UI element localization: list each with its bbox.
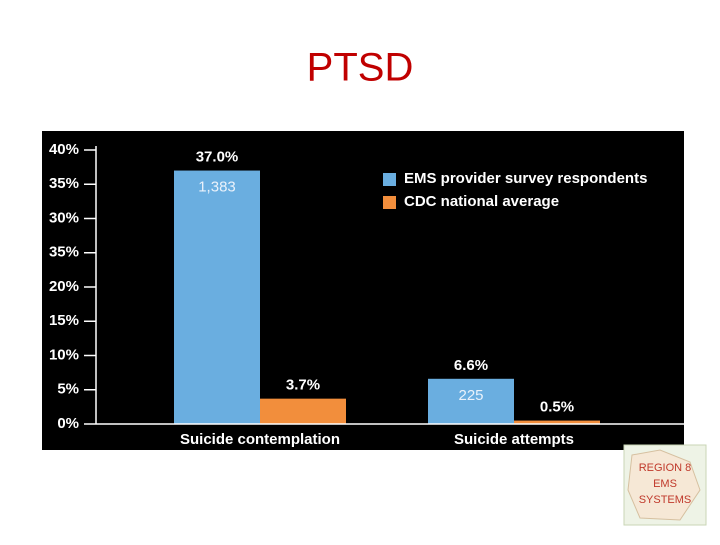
count-label: 1,383: [198, 179, 236, 196]
logo-text: EMS: [653, 478, 677, 490]
y-tick-label: 30%: [49, 209, 79, 226]
value-label: 6.6%: [454, 357, 488, 374]
bar: [260, 398, 346, 424]
bar: [174, 170, 260, 424]
legend-label: EMS provider survey respondents: [404, 170, 647, 187]
y-tick-label: 20%: [49, 278, 79, 295]
slide-title: PTSD: [307, 46, 414, 90]
logo-text: REGION 8: [639, 462, 692, 474]
bar: [514, 420, 600, 424]
chart-background: [42, 131, 684, 450]
legend-swatch: [383, 173, 396, 186]
bar: [428, 378, 514, 424]
y-tick-label: 40%: [49, 141, 79, 158]
value-label: 3.7%: [286, 377, 320, 394]
value-label: 0.5%: [540, 399, 574, 416]
y-tick-label: 35%: [49, 175, 79, 192]
logo-map: [627, 449, 701, 521]
value-label: 37.0%: [196, 149, 239, 166]
x-tick-label: Suicide contemplation: [180, 431, 340, 448]
logo-text: SYSTEMS: [639, 494, 692, 506]
legend-swatch: [383, 196, 396, 209]
logo: [623, 444, 707, 526]
x-tick-label: Suicide attempts: [454, 431, 574, 448]
y-tick-label: 15%: [49, 312, 79, 329]
y-tick-label: 35%: [49, 244, 79, 261]
y-tick-label: 5%: [57, 381, 79, 398]
count-label: 225: [458, 387, 483, 404]
legend-label: CDC national average: [404, 193, 559, 210]
y-tick-label: 0%: [57, 415, 79, 432]
y-tick-label: 10%: [49, 346, 79, 363]
